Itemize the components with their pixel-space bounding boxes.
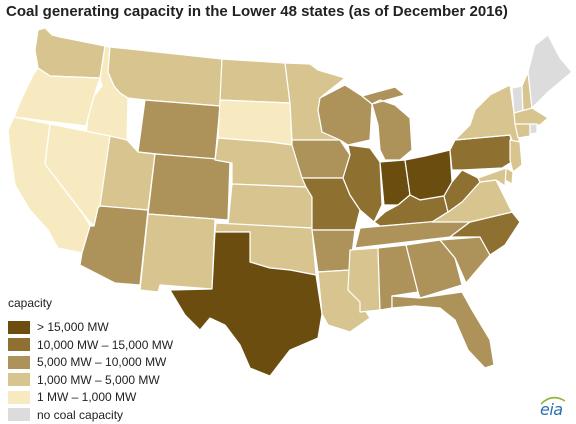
legend-label: no coal capacity [37, 407, 124, 422]
legend-item: no coal capacity [8, 407, 173, 423]
state-OH[interactable] [404, 149, 453, 201]
chart-title: Coal generating capacity in the Lower 48… [6, 3, 508, 20]
state-ME[interactable] [527, 34, 573, 109]
state-IL[interactable] [342, 144, 383, 223]
legend-swatch [8, 320, 30, 334]
state-NM[interactable] [139, 213, 216, 293]
state-RI[interactable] [529, 123, 538, 135]
state-MA[interactable] [513, 107, 549, 126]
legend-swatch [8, 355, 30, 369]
state-CT[interactable] [514, 123, 531, 139]
legend-label: > 15,000 MW [37, 320, 109, 334]
legend-item: 1 MW – 1,000 MW [8, 389, 173, 405]
state-AR[interactable] [311, 229, 356, 273]
state-MD[interactable] [477, 167, 507, 187]
legend-label: 1,000 MW – 5,000 MW [37, 372, 160, 387]
legend-item: 10,000 MW – 15,000 MW [8, 337, 173, 353]
state-ND[interactable] [219, 58, 291, 104]
state-FL[interactable] [391, 291, 495, 369]
legend-swatch [8, 338, 30, 351]
state-VT[interactable] [511, 85, 524, 114]
state-NJ[interactable] [509, 139, 523, 173]
legend-item: 5,000 MW – 10,000 MW [8, 354, 173, 370]
legend-swatch [8, 390, 30, 404]
state-CO[interactable] [147, 153, 231, 221]
legend-swatch [8, 408, 30, 421]
state-IA[interactable] [291, 139, 351, 179]
legend-label: 10,000 MW – 15,000 MW [37, 337, 174, 352]
eia-logo-arc [540, 396, 566, 405]
state-TX[interactable] [169, 231, 323, 377]
state-MI[interactable] [361, 86, 413, 161]
state-PA[interactable] [449, 134, 516, 171]
state-OR[interactable] [13, 67, 101, 127]
state-SD[interactable] [217, 99, 293, 146]
state-KS[interactable] [227, 183, 313, 229]
state-WA[interactable] [34, 27, 106, 79]
legend-label: 1 MW – 1,000 MW [37, 390, 137, 404]
legend-title: capacity [8, 296, 53, 310]
state-WY[interactable] [137, 99, 221, 161]
legend-item: 1,000 MW – 5,000 MW [8, 372, 173, 388]
legend-swatch [8, 373, 30, 386]
legend-label: 5,000 MW – 10,000 MW [37, 355, 167, 369]
map-legend: capacity > 15,000 MW 10,000 MW – 15,000 … [8, 296, 173, 424]
eia-logo: eia [540, 400, 563, 419]
state-WI[interactable] [317, 84, 373, 146]
legend-item: > 15,000 MW [8, 319, 173, 335]
